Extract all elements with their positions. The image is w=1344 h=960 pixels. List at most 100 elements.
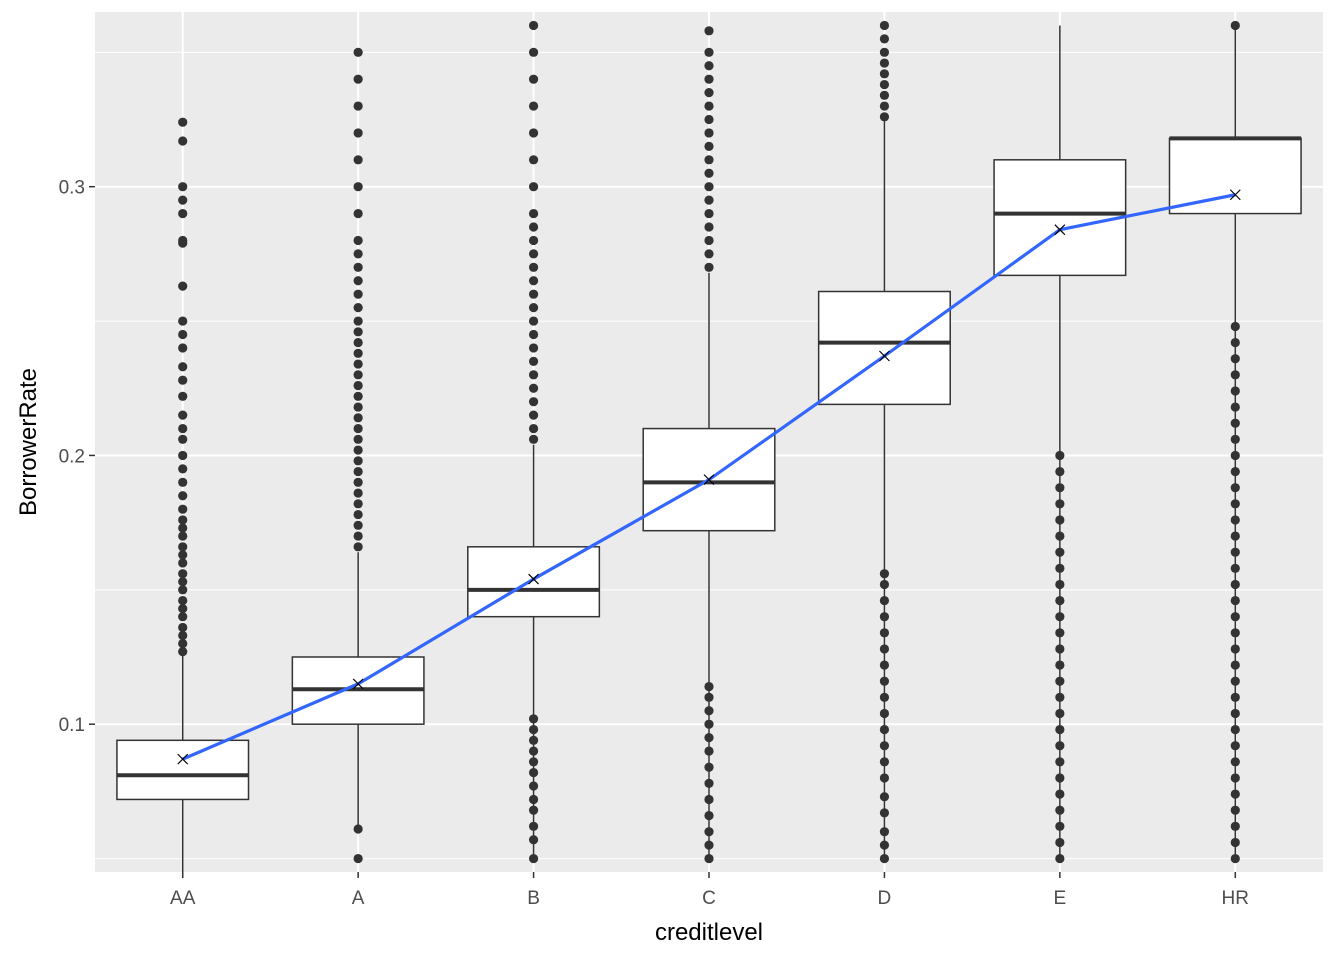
outlier-point (178, 343, 188, 353)
outlier-point (178, 585, 188, 595)
outlier-point (178, 577, 188, 587)
boxplot-A (291, 47, 425, 864)
x-tick-label: B (527, 888, 540, 909)
outlier-point (528, 821, 539, 831)
outlier-point (178, 450, 188, 461)
outlier-point (353, 466, 363, 477)
outlier-point (1230, 628, 1240, 638)
outlier-point (1230, 789, 1240, 799)
outlier-point (178, 182, 188, 192)
outlier-point (704, 222, 714, 232)
outlier-point (528, 434, 539, 444)
outlier-point (1230, 483, 1240, 493)
outlier-point (178, 434, 188, 444)
outlier-point (704, 681, 714, 692)
outlier-point (353, 235, 363, 246)
outlier-point (704, 182, 714, 192)
outlier-point (879, 724, 890, 735)
outlier-point (1055, 837, 1065, 848)
outlier-point (1055, 789, 1065, 799)
outlier-point (879, 79, 890, 90)
outlier-point (528, 343, 539, 353)
outlier-point (178, 604, 188, 614)
outlier-point (1230, 337, 1240, 348)
outlier-point (178, 523, 188, 533)
outlier-point (1055, 757, 1065, 767)
outlier-point (1055, 579, 1065, 590)
outlier-point (879, 90, 890, 100)
outlier-point (178, 542, 188, 552)
outlier-point (1055, 483, 1065, 493)
outlier-point (704, 794, 714, 805)
outlier-point (528, 767, 539, 778)
outlier-point (528, 182, 539, 192)
outlier-point (528, 262, 539, 272)
outlier-point (528, 757, 539, 767)
outlier-point (1230, 20, 1240, 31)
outlier-point (1230, 692, 1240, 702)
outlier-point (879, 773, 890, 783)
outlier-point (353, 316, 363, 326)
outlier-point (353, 499, 363, 509)
outlier-point (353, 824, 363, 834)
outlier-point (704, 706, 714, 716)
outlier-point (879, 47, 890, 57)
outlier-point (879, 853, 890, 864)
outlier-point (879, 34, 890, 44)
outlier-point (178, 558, 188, 568)
outlier-point (528, 128, 539, 138)
outlier-point (704, 810, 714, 821)
outlier-point (528, 20, 539, 31)
outlier-point (353, 47, 363, 57)
outlier-point (1055, 660, 1065, 670)
y-axis-title: BorrowerRate (15, 368, 42, 516)
outlier-point (1055, 547, 1065, 557)
outlier-point (353, 520, 363, 530)
x-axis: AA A B C D E HR (170, 872, 1249, 909)
outlier-point (879, 676, 890, 686)
outlier-point (353, 391, 363, 401)
outlier-point (178, 410, 188, 420)
outlier-point (353, 509, 363, 520)
outlier-point (1055, 644, 1065, 654)
outlier-point (879, 708, 890, 719)
mean-marker (177, 753, 189, 765)
outlier-point (1055, 563, 1065, 573)
outlier-point (178, 281, 188, 291)
outlier-point (1055, 676, 1065, 686)
outlier-point (1230, 321, 1240, 332)
outlier-point (1230, 724, 1240, 735)
outlier-point (178, 464, 188, 474)
outlier-point (879, 58, 890, 68)
outlier-point (704, 88, 714, 98)
y-axis: 0.1 0.2 0.3 (59, 178, 95, 736)
outlier-point (528, 155, 539, 165)
outlier-point (704, 235, 714, 246)
y-tick-label: 0.1 (59, 715, 85, 736)
outlier-point (353, 370, 363, 380)
outlier-point (353, 101, 363, 111)
outlier-point (1055, 595, 1065, 606)
outlier-point (1055, 628, 1065, 638)
outlier-point (1230, 773, 1240, 783)
mean-marker (879, 350, 890, 362)
outlier-point (353, 434, 363, 444)
y-tick-label: 0.3 (59, 178, 85, 199)
mean-marker (528, 573, 539, 585)
outlier-point (178, 630, 188, 641)
outlier-point (353, 402, 363, 412)
outlier-point (353, 488, 363, 498)
outlier-point (704, 114, 714, 125)
outlier-point (528, 47, 539, 57)
outlier-point (704, 262, 714, 272)
outlier-point (1055, 531, 1065, 541)
outlier-point (353, 531, 363, 541)
outlier-point (1230, 547, 1240, 557)
mean-marker (1229, 189, 1241, 201)
outlier-point (1230, 676, 1240, 686)
outlier-point (353, 128, 363, 138)
outlier-point (178, 504, 188, 514)
x-tick-label: C (702, 888, 716, 909)
outlier-point (1055, 466, 1065, 477)
outlier-point (1230, 354, 1240, 364)
